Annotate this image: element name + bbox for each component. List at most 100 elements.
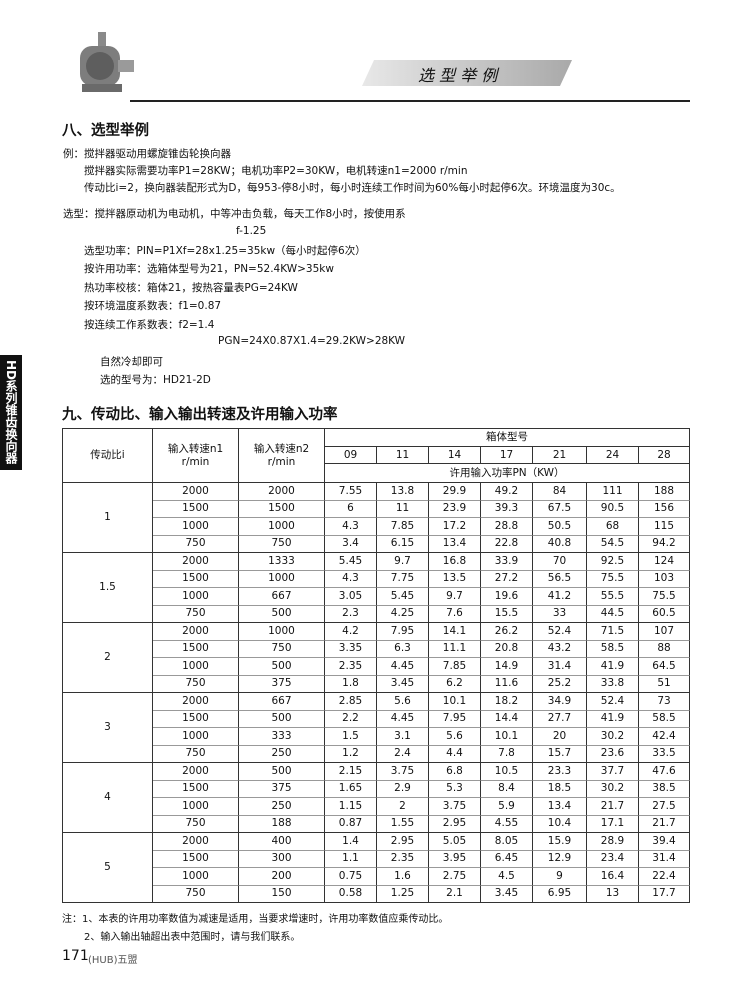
table-cell: 2000 [153,553,239,571]
table-cell: 400 [239,833,325,851]
table-cell: 52.4 [587,693,639,711]
table-cell: 0.87 [325,815,377,833]
section-title: 九、传动比、输入输出转速及许用输入功率 [62,407,338,423]
table-cell: 14.4 [481,710,533,728]
table-cell: 750 [153,605,239,623]
table-cell: 58.5 [639,710,690,728]
table-cell: 41.9 [587,658,639,676]
table-cell: 34.9 [533,693,587,711]
table-cell: 500 [239,658,325,676]
table-cell: 42.4 [639,728,690,746]
table-cell: 8.05 [481,833,533,851]
table-cell: 107 [639,623,690,641]
table-cell: 5.6 [429,728,481,746]
table-cell: 750 [239,640,325,658]
table-cell: 54.5 [587,535,639,553]
table-cell: 33.9 [481,553,533,571]
table-cell: 51 [639,675,690,693]
table-cell: 2.35 [325,658,377,676]
header-rule [130,100,690,102]
table-cell: 500 [239,763,325,781]
table-cell: 1500 [153,500,239,518]
table-cell: 2.9 [377,780,429,798]
table-cell: 2.2 [325,710,377,728]
table-cell: 6.2 [429,675,481,693]
table-cell: 1500 [153,710,239,728]
table-cell: 39.4 [639,833,690,851]
table-cell: 17.1 [587,815,639,833]
table-cell: 1 [63,483,153,553]
text-line: 按许用功率：选箱体型号为21，PN=52.4KW>35kw [84,263,334,275]
table-cell: 52.4 [533,623,587,641]
table-cell: 1.4 [325,833,377,851]
table-cell: 23.6 [587,745,639,763]
note: 注：1、本表的许用功率数值为减速是适用，当要求增速时，许用功率数值应乘传动比。 [62,914,449,925]
table-cell: 500 [239,605,325,623]
table-cell: 64.5 [639,658,690,676]
table-cell: 47.6 [639,763,690,781]
table-cell: 41.9 [587,710,639,728]
table-cell: 5.9 [481,798,533,816]
page-number: 171 [62,948,89,964]
table-cell: 14.9 [481,658,533,676]
table-cell: 3.95 [429,850,481,868]
table-cell: 75.5 [587,570,639,588]
table-cell: 750 [239,535,325,553]
table-cell: 250 [239,798,325,816]
table-cell: 6.45 [481,850,533,868]
table-cell: 09 [325,447,377,464]
table-cell: 111 [587,483,639,501]
table-cell: 0.58 [325,885,377,903]
table-cell: 1.1 [325,850,377,868]
table-cell: 10.1 [429,693,481,711]
table-cell: 1.5 [63,553,153,623]
table-cell: 29.9 [429,483,481,501]
table-cell: 333 [239,728,325,746]
text-line: 按环境温度系数表：f1=0.87 [84,300,222,312]
table-cell: 13.4 [533,798,587,816]
text-line: f-1.25 [236,225,267,237]
text-line: 选的型号为：HD21-2D [100,374,211,386]
table-cell: 24 [587,447,639,464]
table-cell: 5.3 [429,780,481,798]
table-cell: 1.15 [325,798,377,816]
table-cell: 7.8 [481,745,533,763]
table-cell: 300 [239,850,325,868]
table-cell: 2.4 [377,745,429,763]
table-cell: 11 [377,500,429,518]
table-cell: 6.8 [429,763,481,781]
table-cell: 38.5 [639,780,690,798]
table-cell: 10.5 [481,763,533,781]
header-text: r/min [181,455,210,468]
table-cell: 4.3 [325,518,377,536]
text-line: 例：搅拌器驱动用螺旋锥齿轮换向器 [63,148,231,160]
table-cell: 3.1 [377,728,429,746]
table-cell: 1000 [153,728,239,746]
table-cell: 33.5 [639,745,690,763]
table-cell: 3.35 [325,640,377,658]
text-line: 自然冷却即可 [100,356,163,368]
table-cell: 2.95 [429,815,481,833]
table-cell: 1.25 [377,885,429,903]
table-cell: 3.75 [377,763,429,781]
table-cell: 7.75 [377,570,429,588]
table-cell: 2.3 [325,605,377,623]
table-cell: 58.5 [587,640,639,658]
table-cell: 750 [153,535,239,553]
table-cell: 1.6 [377,868,429,886]
table-cell: 15.9 [533,833,587,851]
text-line: 按连续工作系数表：f2=1.4 [84,319,215,331]
table-cell: 17.2 [429,518,481,536]
table-cell: 7.95 [377,623,429,641]
table-cell: 1500 [153,640,239,658]
table-cell: 27.7 [533,710,587,728]
table-cell: 11 [377,447,429,464]
table-cell: 4.45 [377,658,429,676]
table-cell: 2000 [153,483,239,501]
table-cell: 68 [587,518,639,536]
table-cell: 10.4 [533,815,587,833]
table-cell: 12.9 [533,850,587,868]
table-cell: 56.5 [533,570,587,588]
table-cell: 17.7 [639,885,690,903]
